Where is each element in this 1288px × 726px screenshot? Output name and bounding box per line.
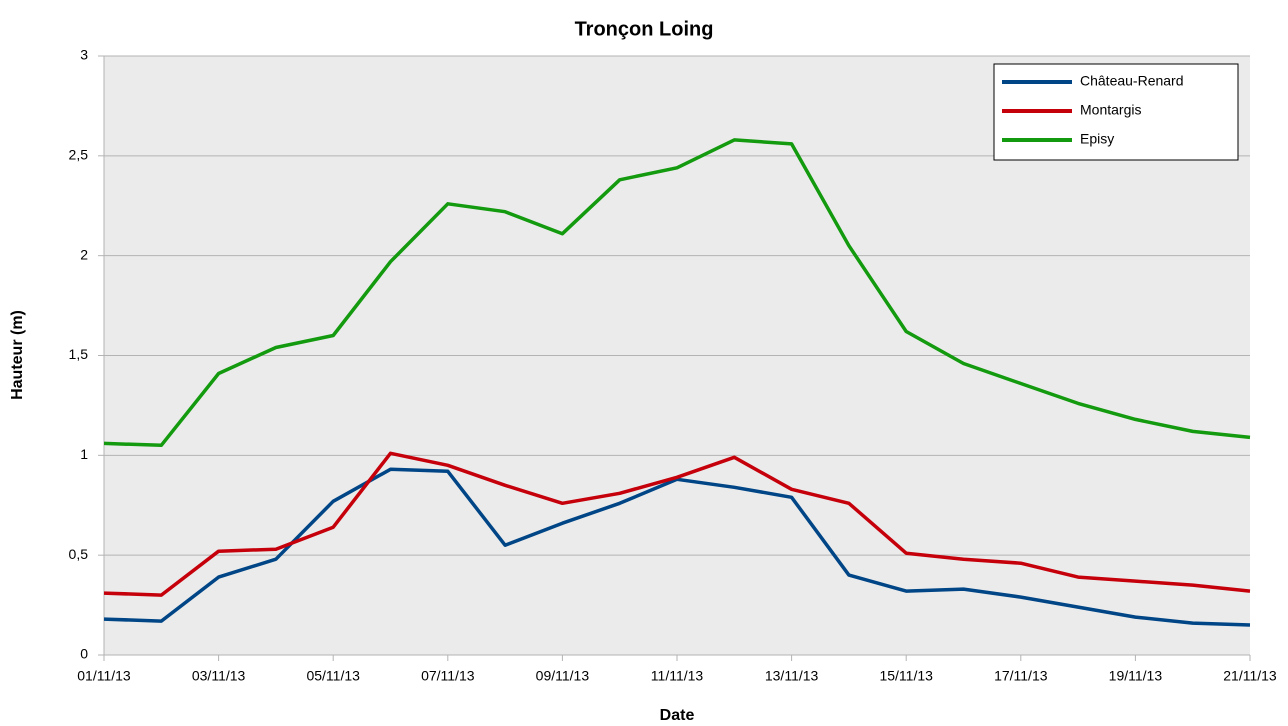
x-tick-label: 03/11/13 (192, 668, 246, 684)
y-tick-label: 2,5 (69, 147, 89, 163)
series-line (103, 138, 1251, 448)
x-tick-label: 15/11/13 (879, 668, 933, 684)
y-tick-label: 1,5 (69, 346, 89, 362)
x-axis-label: Date (660, 707, 695, 724)
x-tick-label: 01/11/13 (77, 668, 131, 684)
y-tick-label: 2 (80, 246, 88, 262)
chart-title: Tronçon Loing (575, 18, 714, 40)
series-line (103, 467, 1251, 627)
x-tick-label: 17/11/13 (994, 668, 1048, 684)
legend-label: Episy (1080, 131, 1114, 147)
y-tick-label: 0,5 (69, 546, 89, 562)
series-line (103, 451, 1251, 597)
x-tick-label: 13/11/13 (765, 668, 819, 684)
x-tick-label: 11/11/13 (651, 668, 704, 684)
y-axis-label: Hauteur (m) (9, 310, 26, 400)
x-tick-label: 21/11/13 (1223, 668, 1277, 684)
x-tick-label: 19/11/13 (1109, 668, 1163, 684)
y-tick-label: 0 (80, 646, 88, 662)
legend-label: Château-Renard (1080, 73, 1184, 89)
x-tick-label: 05/11/13 (306, 668, 360, 684)
x-tick-label: 07/11/13 (421, 668, 475, 684)
y-tick-label: 3 (80, 47, 88, 63)
legend-label: Montargis (1080, 102, 1141, 118)
y-tick-label: 1 (80, 446, 88, 462)
x-tick-label: 09/11/13 (536, 668, 590, 684)
